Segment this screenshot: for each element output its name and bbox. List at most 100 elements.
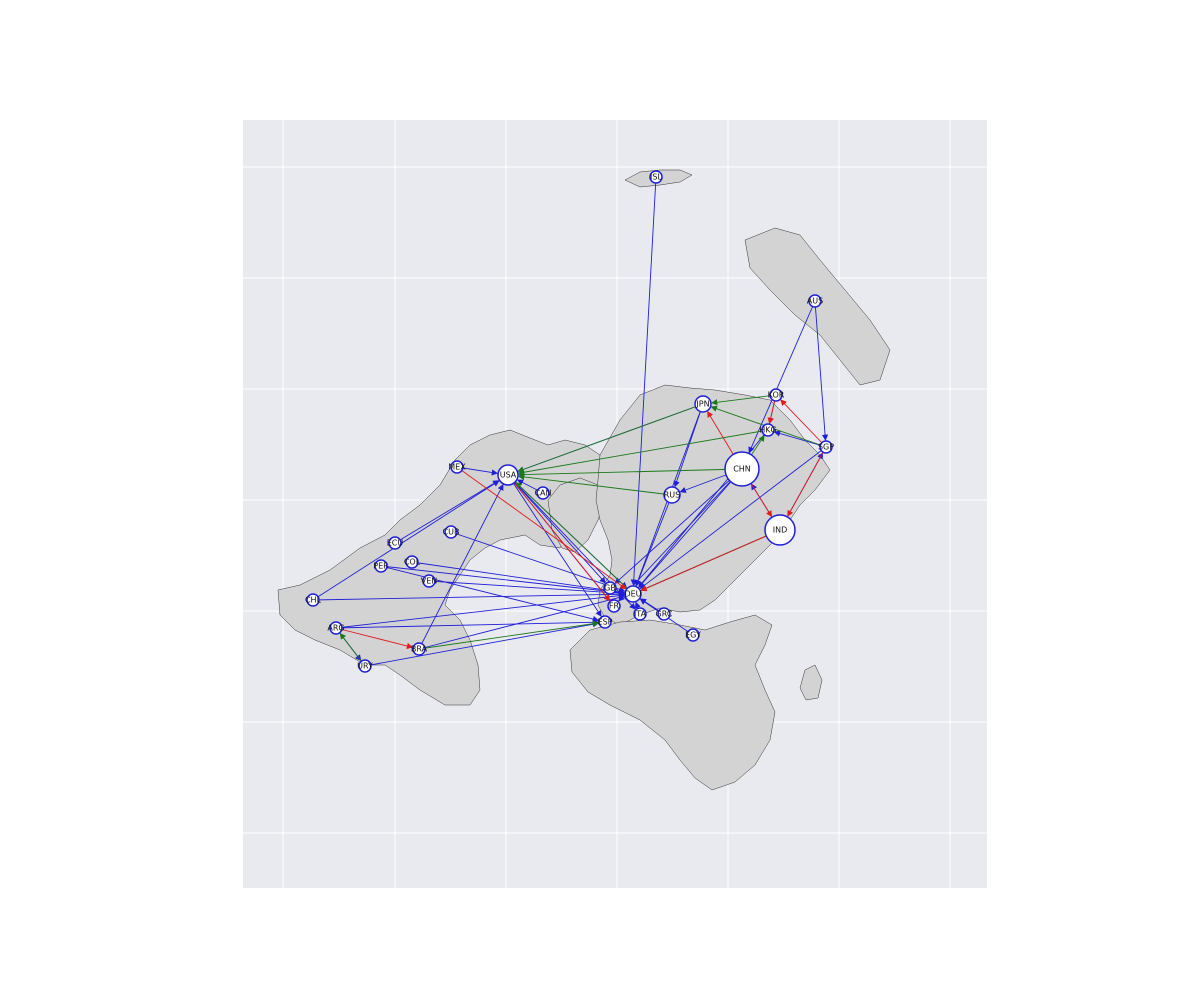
node-circle-cub [444,525,458,539]
edge-red-sgp-kor [780,399,827,448]
node-esp[interactable]: ESP [598,615,613,629]
node-grc[interactable]: GRC [656,607,673,621]
edge-blue-rus-deu [635,494,673,587]
edge-blue-chn-deu [638,468,743,588]
node-gbr[interactable]: GB [603,581,617,595]
edge-blue-arg-deu [335,592,625,629]
edge-blue-ecu-usa [394,480,500,544]
node-circle-fra [607,599,621,613]
landmass-greenland [547,477,606,553]
node-label-ita: ITA [634,610,647,619]
node-label-arg: ARG [327,624,344,633]
node-circle-usa [497,464,519,486]
node-label-grc: GRC [656,610,673,619]
node-circle-bra [412,642,426,656]
node-label-usa: USA [500,471,517,480]
node-label-rus: RUS [664,491,681,500]
node-label-chn: CHN [733,465,751,474]
node-usa[interactable]: USA [497,464,519,486]
node-label-ind: IND [773,526,788,535]
node-label-sgp: SGP [818,443,834,452]
edge-blue-jpn-rus [673,403,704,488]
node-label-gbr: GB [604,584,616,593]
node-arg[interactable]: ARG [327,621,345,635]
edge-blue-per-esp [380,565,600,623]
edge-blue-sgp-hkg [773,430,827,448]
node-deu[interactable]: DEU [624,585,642,603]
edge-green-hkg-usa [517,429,769,476]
node-circle-ecu [388,536,402,550]
node-chl[interactable]: CHL [305,593,322,607]
landmass-madagascar [799,664,823,701]
edge-blue-bra-deu [418,594,626,650]
edge-green-chn-usa [518,468,743,478]
node-cub[interactable]: CUB [443,525,460,539]
node-label-can: CAN [534,489,551,498]
node-hkg[interactable]: HKG [759,423,777,437]
edge-green-jpn-usa [517,403,704,473]
node-circle-ury [358,659,372,673]
edge-red-ind-deu [640,529,781,592]
edge-blue-isl-deu [630,176,657,586]
edge-blue-chl-usa [312,480,500,601]
node-aus[interactable]: AUS [807,294,823,308]
node-circle-egy [686,628,700,642]
edge-blue-mex-usa [456,466,499,476]
edge-blue-bra-usa [418,483,504,650]
edge-blue-cub-deu [450,531,626,593]
edge-blue-usa-esp [507,474,602,617]
node-label-ven: VEN [421,577,438,586]
edge-blue-col-deu [411,561,625,596]
node-circle-isl [649,170,663,184]
node-can[interactable]: CAN [534,486,552,500]
node-fra[interactable]: FR [607,599,621,613]
edge-red-arg-bra [335,627,414,650]
node-label-col: COL [404,558,421,567]
node-circle-gbr [603,581,617,595]
edge-blue-usa-gbr [507,474,606,584]
node-label-jpn: JPN [695,400,709,409]
node-col[interactable]: COL [404,555,421,569]
edge-blue-sgp-deu [639,446,827,590]
edge-red-sgp-ind [787,446,827,517]
node-per[interactable]: PER [373,559,389,573]
node-ven[interactable]: VEN [421,574,438,588]
node-mex[interactable]: MEX [448,460,466,474]
node-label-chl: CHL [305,596,322,605]
edge-green-deu-usa [515,481,634,595]
node-ita[interactable]: ITA [633,607,647,621]
edge-green-ury-arg [339,632,366,667]
node-circle-per [374,559,388,573]
edge-blue-chn-gbr [614,468,743,584]
node-circle-grc [657,607,671,621]
node-label-per: PER [373,562,389,571]
node-circle-rus [663,486,681,504]
node-label-ecu: ECU [387,539,404,548]
node-circle-chl [306,593,320,607]
node-jpn[interactable]: JPN [694,395,712,413]
node-ind[interactable]: IND [764,514,796,546]
node-label-isl: ISL [650,173,662,182]
node-circle-col [405,555,419,569]
node-circle-arg [329,621,343,635]
node-sgp[interactable]: SGP [818,440,834,454]
node-circle-hkg [761,423,775,437]
node-isl[interactable]: ISL [649,170,663,184]
edge-red-usa-fra [507,474,611,602]
node-circle-sgp [819,440,833,454]
node-egy[interactable]: EGY [685,628,701,642]
node-label-cub: CUB [443,528,460,537]
node-kor[interactable]: KOR [768,388,785,402]
node-label-deu: DEU [624,590,641,599]
node-bra[interactable]: BRA [411,642,428,656]
node-rus[interactable]: RUS [663,486,681,504]
node-ecu[interactable]: ECU [387,536,404,550]
node-circle-kor [769,388,783,402]
edge-blue-aus-chn [748,300,816,454]
node-chn[interactable]: CHN [724,451,760,487]
node-ury[interactable]: URY [357,659,373,673]
node-circle-aus [808,294,822,308]
node-label-ury: URY [357,662,373,671]
edge-blue-arg-esp [335,619,599,629]
